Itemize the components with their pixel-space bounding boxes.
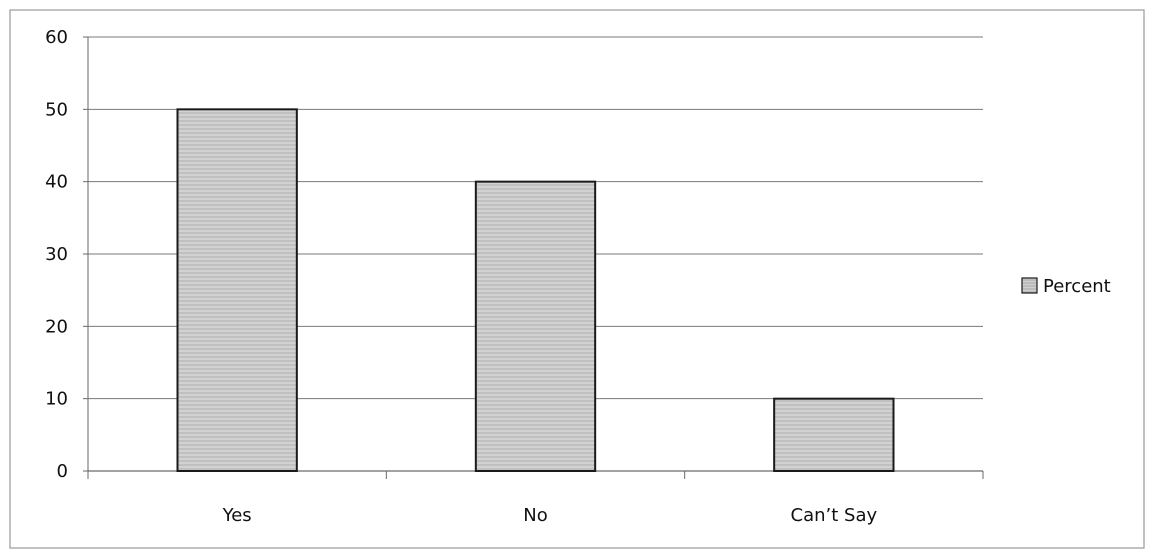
y-tick-label: 50 <box>45 99 68 120</box>
legend: Percent <box>1021 276 1111 297</box>
x-tick-label: No <box>523 505 547 526</box>
y-tick-label: 30 <box>45 244 68 265</box>
legend-label: Percent <box>1043 276 1111 297</box>
legend-swatch <box>1021 277 1038 294</box>
x-tick-label: Can’t Say <box>791 505 878 526</box>
y-tick-label: 20 <box>45 316 68 337</box>
x-tick-label: Yes <box>222 505 252 526</box>
bar <box>773 397 895 472</box>
y-tick-label: 0 <box>57 461 68 482</box>
y-tick-label: 40 <box>45 172 68 193</box>
y-axis: 0 10 20 30 40 50 60 <box>45 27 89 482</box>
y-tick-label: 10 <box>45 389 68 410</box>
bar <box>474 180 597 473</box>
bar <box>176 108 298 472</box>
y-tick-label: 60 <box>45 27 68 48</box>
bars <box>176 108 895 473</box>
